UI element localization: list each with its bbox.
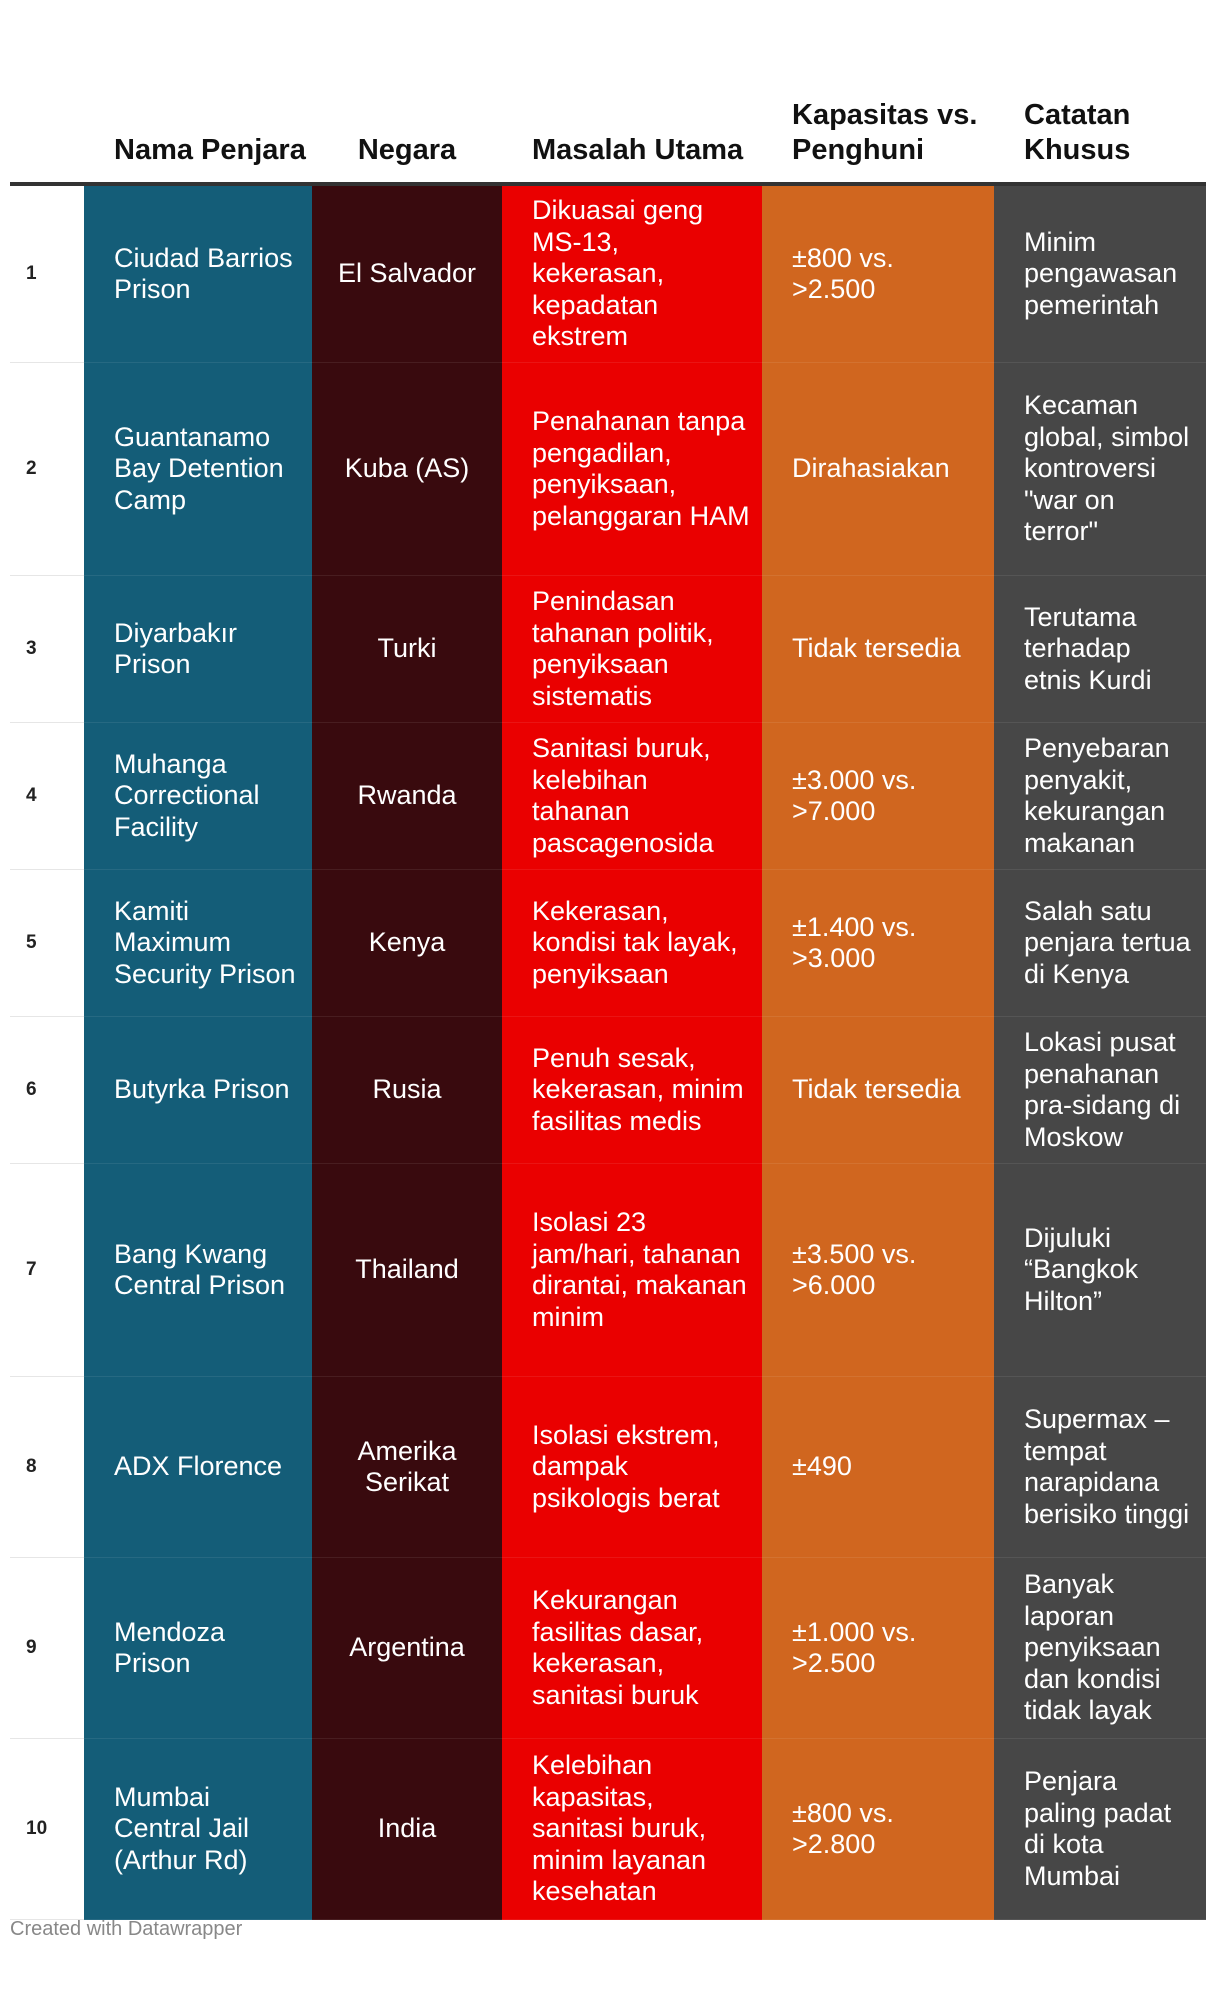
footer-credit: Created with Datawrapper [10,1918,243,1940]
table-row: 7 Bang Kwang Central Prison Thailand Isolas… [10,1163,1206,1377]
main-problem: Dikuasai geng MS-13, kekerasan, kepadata… [502,184,762,363]
capacity-vs-occupants: ±1.400 vs. >3.000 [762,869,994,1017]
table-row: 10 Mumbai Central Jail (Arthur Rd) India Ke… [10,1738,1206,1920]
table-row: 9 Mendoza Prison Argentina Kekurangan fasil… [10,1557,1206,1739]
special-note: Banyak laporan penyiksaan dan kondisi ti… [994,1557,1206,1739]
table-row: 5 Kamiti Maximum Security Prison Kenya Keke… [10,869,1206,1017]
capacity-vs-occupants: ±490 [762,1376,994,1558]
main-problem: Sanitasi buruk, kelebihan tahanan pascag… [502,722,762,870]
prison-name: Butyrka Prison [84,1016,312,1164]
special-note: Lokasi pusat penahanan pra-sidang di Mos… [994,1016,1206,1164]
header-rank [10,36,84,186]
country: Kenya [312,869,502,1017]
row-rank: 8 [10,1376,84,1558]
prison-name: ADX Florence [84,1376,312,1558]
country: India [312,1738,502,1920]
special-note: Penjara paling padat di kota Mumbai [994,1738,1206,1920]
country: Kuba (AS) [312,362,502,576]
capacity-vs-occupants: ±3.000 vs. >7.000 [762,722,994,870]
table-row: 3 Diyarbakır Prison Turki Penindasan tahana… [10,575,1206,723]
header-masalah-utama[interactable]: Masalah Utama [502,36,762,186]
prison-name: Diyarbakır Prison [84,575,312,723]
capacity-vs-occupants: ±1.000 vs. >2.500 [762,1557,994,1739]
prison-name: Guantanamo Bay Detention Camp [84,362,312,576]
prison-name: Kamiti Maximum Security Prison [84,869,312,1017]
capacity-vs-occupants: ±800 vs. >2.500 [762,184,994,363]
main-problem: Isolasi 23 jam/hari, tahanan dirantai, m… [502,1163,762,1377]
prison-name: Bang Kwang Central Prison [84,1163,312,1377]
row-rank: 6 [10,1016,84,1164]
special-note: Terutama terhadap etnis Kurdi [994,575,1206,723]
main-problem: Kelebihan kapasitas, sanitasi buruk, min… [502,1738,762,1920]
table-row: 8 ADX Florence Amerika Serikat Isolasi ekst… [10,1376,1206,1558]
row-rank: 7 [10,1163,84,1377]
prison-name: Mumbai Central Jail (Arthur Rd) [84,1738,312,1920]
prison-name: Muhanga Correctional Facility [84,722,312,870]
table-row: 4 Muhanga Correctional Facility Rwanda Sani… [10,722,1206,870]
row-rank: 9 [10,1557,84,1739]
table-header: Nama Penjara Negara Masalah Utama Kapasi… [10,36,1206,186]
main-problem: Penuh sesak, kekerasan, minim fasilitas … [502,1016,762,1164]
table-row: 1 Ciudad Barrios Prison El Salvador Dikuasa… [10,184,1206,363]
header-nama-penjara[interactable]: Nama Penjara [84,36,312,186]
country: Turki [312,575,502,723]
capacity-vs-occupants: ±3.500 vs. >6.000 [762,1163,994,1377]
prison-table: Nama Penjara Negara Masalah Utama Kapasi… [10,36,1206,1920]
country: Thailand [312,1163,502,1377]
country: El Salvador [312,184,502,363]
special-note: Kecaman global, simbol kontroversi "war … [994,362,1206,576]
table-row: 2 Guantanamo Bay Detention Camp Kuba (AS) P… [10,362,1206,576]
row-rank: 4 [10,722,84,870]
main-problem: Kekerasan, kondisi tak layak, penyiksaan [502,869,762,1017]
table-body: 1 Ciudad Barrios Prison El Salvador Dikuasa… [10,184,1206,1920]
row-rank: 10 [10,1738,84,1920]
special-note: Minim pengawasan pemerintah [994,184,1206,363]
special-note: Penyebaran penyakit, kekurangan makanan [994,722,1206,870]
row-rank: 2 [10,362,84,576]
row-rank: 3 [10,575,84,723]
capacity-vs-occupants: Tidak tersedia [762,575,994,723]
main-problem: Penindasan tahanan politik, penyiksaan s… [502,575,762,723]
row-rank: 1 [10,184,84,363]
main-problem: Isolasi ekstrem, dampak psikologis berat [502,1376,762,1558]
country: Amerika Serikat [312,1376,502,1558]
country: Argentina [312,1557,502,1739]
country: Rusia [312,1016,502,1164]
header-catatan-khusus[interactable]: Catatan Khusus [994,36,1206,186]
header-negara[interactable]: Negara [312,36,502,186]
header-kapasitas[interactable]: Kapasitas vs. Penghuni [762,36,994,186]
data-table-wrapper: Nama Penjara Negara Masalah Utama Kapasi… [10,36,1206,1920]
special-note: Dijuluki “Bangkok Hilton” [994,1163,1206,1377]
main-problem: Penahanan tanpa pengadilan, penyiksaan, … [502,362,762,576]
special-note: Salah satu penjara tertua di Kenya [994,869,1206,1017]
capacity-vs-occupants: Tidak tersedia [762,1016,994,1164]
capacity-vs-occupants: ±800 vs. >2.800 [762,1738,994,1920]
prison-name: Mendoza Prison [84,1557,312,1739]
table-row: 6 Butyrka Prison Rusia Penuh sesak, kekeras… [10,1016,1206,1164]
main-problem: Kekurangan fasilitas dasar, kekerasan, s… [502,1557,762,1739]
prison-name: Ciudad Barrios Prison [84,184,312,363]
country: Rwanda [312,722,502,870]
row-rank: 5 [10,869,84,1017]
special-note: Supermax – tempat narapidana berisiko ti… [994,1376,1206,1558]
capacity-vs-occupants: Dirahasiakan [762,362,994,576]
